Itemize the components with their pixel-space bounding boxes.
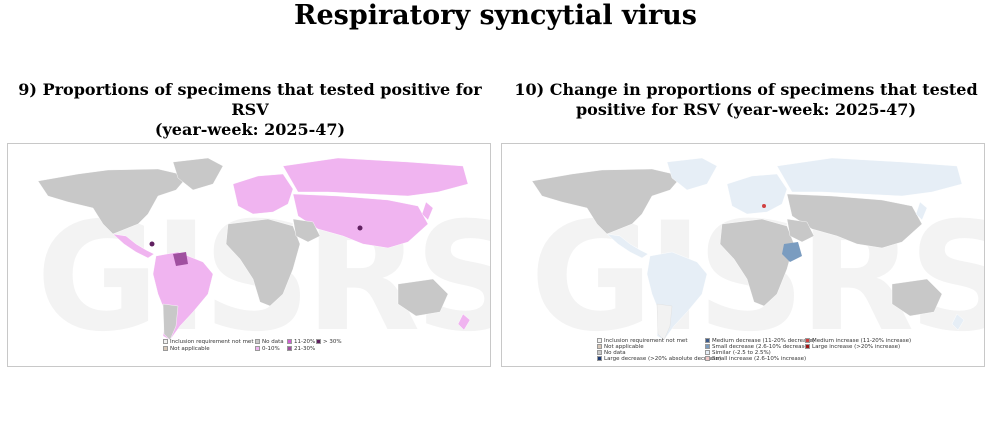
legend-item: Small increase (2.6-10% increase): [705, 356, 806, 363]
legend-swatch: [255, 346, 260, 351]
europe-region: [726, 173, 788, 215]
world-landmass: [37, 157, 471, 341]
legend-swatch: [805, 344, 810, 349]
legend-label: Small increase (2.6-10% increase): [712, 356, 807, 362]
caribbean-marker: [149, 241, 155, 247]
legend-item: No data: [255, 339, 284, 346]
legend-swatch: [597, 356, 602, 361]
middle-east-region: [292, 218, 321, 243]
legend-label: Small decrease (2.6-10% decrease): [712, 344, 810, 350]
rsv-positivity-map-svg: GISRS: [36, 157, 490, 365]
map-9-legend: Inclusion requirement not met Not applic…: [163, 339, 343, 361]
legend-item: Similar (-2.5 to 2.5%): [705, 350, 771, 357]
legend-label: Not applicable: [170, 346, 210, 352]
legend-label: Medium decrease (11-20% decrease): [712, 338, 815, 344]
legend-item: 11-20%: [287, 339, 315, 346]
legend-swatch: [163, 346, 168, 351]
legend-label: > 30%: [323, 339, 342, 345]
panel-10-title: 10) Change in proportions of specimens t…: [506, 80, 986, 120]
panel-10-title-line1: 10) Change in proportions of specimens t…: [514, 80, 978, 99]
world-landmass: [531, 157, 965, 341]
legend-label: Large decrease (>20% absolute decrease): [604, 356, 722, 362]
legend-item: Medium increase (11-20% increase): [805, 338, 911, 345]
legend-swatch: [597, 344, 602, 349]
legend-label: Not applicable: [604, 344, 644, 350]
legend-swatch: [805, 338, 810, 343]
legend-swatch: [705, 350, 710, 355]
legend-swatch: [705, 344, 710, 349]
central-america-region: [606, 233, 649, 259]
legend-item: 21-30%: [287, 346, 315, 353]
africa-region: [225, 218, 301, 307]
legend-swatch: [705, 356, 710, 361]
legend-label: 0-10%: [262, 346, 280, 352]
legend-item: Inclusion requirement not met: [163, 339, 253, 346]
legend-swatch: [705, 338, 710, 343]
legend-label: Similar (-2.5 to 2.5%): [712, 350, 771, 356]
north-america-region: [37, 168, 189, 235]
central-america-region: [112, 233, 155, 259]
legend-swatch: [163, 339, 168, 344]
east-africa-region: [782, 242, 802, 262]
legend-label: No data: [262, 339, 284, 345]
legend-label: Medium increase (11-20% increase): [812, 338, 912, 344]
legend-item: Large increase (>20% increase): [805, 344, 900, 351]
legend-swatch: [597, 338, 602, 343]
southeast-asia-marker: [357, 225, 363, 231]
greenland-region: [172, 157, 224, 191]
legend-item: Not applicable: [597, 344, 644, 351]
legend-swatch: [287, 339, 292, 344]
legend-item: Not applicable: [163, 346, 210, 353]
legend-label: 21-30%: [294, 346, 316, 352]
australia-region: [397, 278, 449, 317]
map-10-legend: Inclusion requirement not met Not applic…: [597, 338, 911, 364]
south-america-cone: [162, 303, 179, 341]
legend-item: Small decrease (2.6-10% decrease): [705, 344, 810, 351]
legend-swatch: [597, 350, 602, 355]
legend-label: 11-20%: [294, 339, 316, 345]
russia-region: [776, 157, 963, 197]
middle-east-region: [786, 218, 815, 243]
legend-swatch: [316, 339, 321, 344]
legend-item: Medium decrease (11-20% decrease): [705, 338, 815, 345]
panel-9-title-line2: (year-week: 2025-47): [154, 120, 346, 139]
africa-region: [719, 218, 795, 307]
europe-increase-marker: [762, 204, 766, 208]
panel-9-title-line1: 9) Proportions of specimens that tested …: [18, 80, 482, 119]
legend-swatch: [287, 346, 292, 351]
new-zealand-region: [457, 313, 471, 331]
legend-swatch: [255, 339, 260, 344]
panel-9-title: 9) Proportions of specimens that tested …: [10, 80, 490, 140]
rsv-positivity-map: GISRS Inclusion req: [7, 143, 491, 367]
legend-item: 0-10%: [255, 346, 280, 353]
legend-label: No data: [604, 350, 626, 356]
legend-label: Inclusion requirement not met: [604, 338, 688, 344]
legend-item: No data: [597, 350, 626, 357]
russia-region: [282, 157, 469, 197]
europe-region: [232, 173, 294, 215]
panel-10-title-line2: positive for RSV (year-week: 2025-47): [575, 100, 917, 119]
rsv-change-map: GISRS Inclusion requirement not met Not …: [501, 143, 985, 367]
japan-region: [421, 201, 434, 221]
japan-region: [915, 201, 928, 221]
greenland-region: [666, 157, 718, 191]
north-america-region: [531, 168, 683, 235]
colombia-region: [173, 252, 188, 266]
legend-label: Inclusion requirement not met: [170, 339, 254, 345]
page-title: Respiratory syncytial virus: [294, 0, 697, 31]
south-america-cone: [656, 303, 673, 341]
legend-item: Inclusion requirement not met: [597, 338, 687, 345]
legend-item: > 30%: [316, 339, 342, 346]
australia-region: [891, 278, 943, 317]
rsv-change-map-svg: GISRS: [530, 157, 984, 365]
new-zealand-region: [951, 313, 965, 331]
legend-label: Large increase (>20% increase): [812, 344, 901, 350]
legend-item: Large decrease (>20% absolute decrease): [597, 356, 721, 363]
